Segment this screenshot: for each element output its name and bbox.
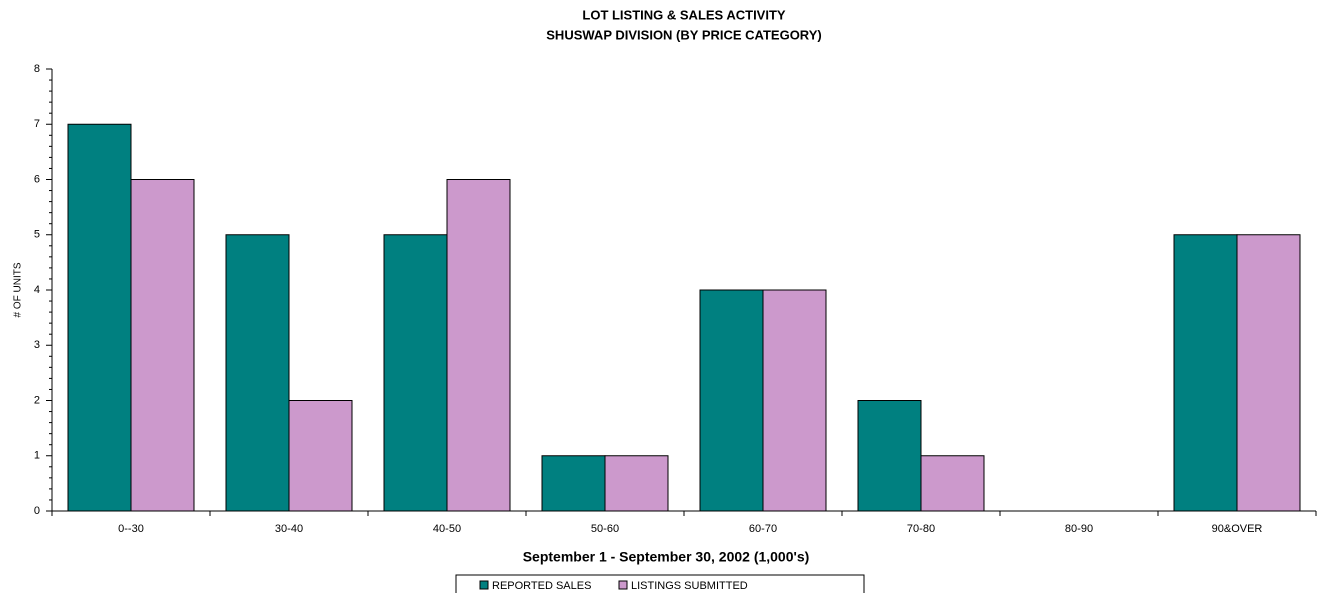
bar [1236, 234, 1301, 512]
chart-title: LOT LISTING & SALES ACTIVITY [582, 7, 786, 22]
bar [383, 234, 448, 512]
bar [67, 123, 132, 512]
bar [762, 289, 827, 512]
y-tick-label: 7 [34, 118, 40, 130]
bar [541, 455, 606, 512]
y-tick-label: 8 [34, 63, 40, 75]
bar [225, 234, 290, 512]
bar [920, 455, 985, 512]
x-tick-label: 0--30 [118, 523, 144, 535]
bar [130, 179, 195, 512]
legend-label: LISTINGS SUBMITTED [631, 580, 748, 592]
y-tick-label: 5 [34, 229, 40, 241]
x-tick-label: 50-60 [591, 523, 619, 535]
bar [699, 289, 764, 512]
bar [857, 400, 922, 512]
chart-subtitle: SHUSWAP DIVISION (BY PRICE CATEGORY) [546, 27, 821, 42]
y-axis-label: # OF UNITS [13, 262, 24, 317]
y-tick-label: 0 [34, 505, 40, 517]
y-tick-label: 3 [34, 339, 40, 351]
x-tick-label: 80-90 [1065, 523, 1093, 535]
legend-swatch [618, 580, 628, 590]
legend-label: REPORTED SALES [492, 580, 591, 592]
y-tick-label: 2 [34, 394, 40, 406]
bar [604, 455, 669, 512]
legend-box [455, 574, 865, 593]
y-tick-label: 1 [34, 450, 40, 462]
bar [288, 400, 353, 512]
bar [1173, 234, 1238, 512]
x-tick-label: 60-70 [749, 523, 777, 535]
legend-swatch [479, 580, 489, 590]
y-tick-label: 4 [34, 284, 40, 296]
x-axis-label: September 1 - September 30, 2002 (1,000'… [523, 549, 810, 565]
x-tick-label: 30-40 [275, 523, 303, 535]
bar [446, 179, 511, 512]
x-tick-label: 40-50 [433, 523, 461, 535]
y-tick-label: 6 [34, 173, 40, 185]
x-tick-label: 90&OVER [1212, 523, 1263, 535]
x-tick-label: 70-80 [907, 523, 935, 535]
